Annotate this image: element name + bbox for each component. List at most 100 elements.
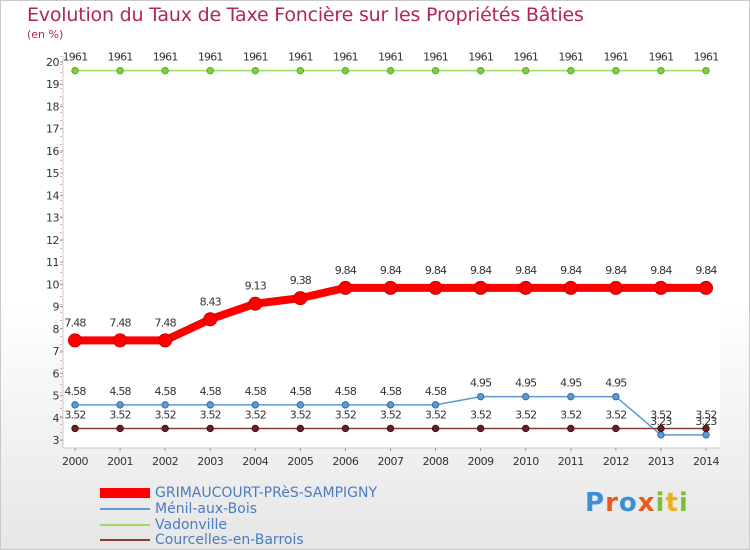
data-point-grimaucourt bbox=[563, 280, 578, 295]
data-point-courcelles-en-barrois bbox=[476, 424, 485, 433]
data-label-vadonville: 1961 bbox=[423, 51, 448, 64]
data-point-vadonville bbox=[161, 66, 169, 75]
plot-area bbox=[63, 56, 720, 448]
data-label-courcelles-en-barrois: 3.52 bbox=[470, 408, 491, 421]
data-point-courcelles-en-barrois bbox=[251, 424, 259, 433]
data-point-menil-aux-bois bbox=[71, 401, 79, 409]
data-point-vadonville bbox=[612, 66, 620, 75]
data-point-courcelles-en-barrois bbox=[567, 424, 575, 433]
data-point-vadonville bbox=[657, 66, 665, 75]
data-point-menil-aux-bois bbox=[251, 401, 259, 409]
data-label-grimaucourt: 9.84 bbox=[515, 264, 537, 277]
y-tick-label: 13 bbox=[46, 212, 59, 225]
data-label-vadonville: 1961 bbox=[603, 51, 628, 64]
legend-swatch bbox=[100, 524, 150, 526]
data-label-courcelles-en-barrois: 3.52 bbox=[290, 408, 311, 421]
data-label-menil-aux-bois: 4.95 bbox=[560, 377, 582, 390]
data-label-menil-aux-bois: 4.58 bbox=[380, 385, 402, 398]
data-point-courcelles-en-barrois bbox=[657, 424, 665, 433]
legend-swatch bbox=[100, 508, 150, 510]
data-point-courcelles-en-barrois bbox=[116, 424, 124, 433]
data-point-vadonville bbox=[702, 66, 710, 75]
y-tick-label: 6 bbox=[53, 367, 60, 380]
legend-swatch bbox=[100, 539, 150, 541]
legend-item-vadonville[interactable]: Vadonville bbox=[100, 517, 430, 533]
data-point-courcelles-en-barrois bbox=[161, 424, 169, 433]
data-label-grimaucourt: 9.84 bbox=[605, 264, 627, 277]
data-label-vadonville: 1961 bbox=[108, 51, 133, 64]
data-point-vadonville bbox=[296, 66, 305, 75]
logo-letter: x bbox=[637, 488, 656, 518]
legend-item-grimaucourt[interactable]: GRIMAUCOURT-PRèS-SAMPIGNY bbox=[100, 485, 430, 501]
data-point-grimaucourt bbox=[428, 280, 443, 295]
data-label-grimaucourt: 9.38 bbox=[290, 274, 312, 287]
legend-item-courcelles-en-barrois[interactable]: Courcelles-en-Barrois bbox=[100, 532, 430, 548]
data-label-courcelles-en-barrois: 3.52 bbox=[109, 408, 130, 421]
data-label-grimaucourt: 7.48 bbox=[64, 316, 86, 329]
data-point-grimaucourt bbox=[248, 296, 263, 311]
x-tick-label: 2007 bbox=[378, 455, 404, 468]
data-label-grimaucourt: 7.48 bbox=[109, 316, 131, 329]
y-tick-label: 15 bbox=[46, 167, 59, 180]
chart-title: Evolution du Taux de Taxe Foncière sur l… bbox=[27, 4, 584, 26]
data-label-courcelles-en-barrois: 3.52 bbox=[64, 408, 85, 421]
data-point-vadonville bbox=[116, 66, 124, 75]
data-point-grimaucourt bbox=[473, 280, 488, 295]
x-tick-label: 2006 bbox=[332, 455, 358, 468]
data-point-grimaucourt bbox=[518, 280, 533, 295]
data-point-menil-aux-bois bbox=[702, 431, 710, 439]
data-label-courcelles-en-barrois: 3.52 bbox=[560, 408, 581, 421]
data-point-menil-aux-bois bbox=[567, 392, 575, 401]
y-tick-label: 14 bbox=[46, 189, 59, 202]
data-label-grimaucourt: 9.84 bbox=[335, 264, 357, 277]
data-label-vadonville: 1961 bbox=[378, 51, 403, 64]
logo-letter: P bbox=[585, 488, 606, 518]
data-label-vadonville: 1961 bbox=[513, 51, 538, 64]
y-tick-label: 19 bbox=[46, 78, 59, 91]
x-tick-label: 2005 bbox=[287, 455, 313, 468]
y-tick-label: 8 bbox=[53, 323, 60, 336]
data-label-vadonville: 1961 bbox=[153, 51, 178, 64]
data-point-vadonville bbox=[71, 66, 79, 75]
data-point-vadonville bbox=[341, 66, 350, 75]
legend-label: Ménil-aux-Bois bbox=[155, 501, 258, 517]
data-point-menil-aux-bois bbox=[522, 392, 530, 401]
y-tick-label: 4 bbox=[53, 412, 60, 425]
data-label-menil-aux-bois: 3.23 bbox=[650, 415, 672, 428]
data-point-courcelles-en-barrois bbox=[702, 424, 710, 433]
y-tick-label: 5 bbox=[53, 390, 60, 403]
legend-swatch bbox=[100, 488, 150, 498]
data-point-courcelles-en-barrois bbox=[431, 424, 440, 433]
x-tick-label: 2003 bbox=[197, 455, 223, 468]
data-point-courcelles-en-barrois bbox=[296, 424, 305, 433]
legend-label: Vadonville bbox=[155, 517, 227, 533]
data-label-menil-aux-bois: 3.23 bbox=[695, 415, 717, 428]
data-point-courcelles-en-barrois bbox=[206, 424, 214, 433]
y-tick-label: 20 bbox=[46, 56, 59, 69]
data-point-grimaucourt bbox=[203, 312, 218, 327]
x-tick-label: 2008 bbox=[423, 455, 449, 468]
data-point-courcelles-en-barrois bbox=[612, 424, 620, 433]
data-label-vadonville: 1961 bbox=[649, 51, 674, 64]
data-label-courcelles-en-barrois: 3.52 bbox=[515, 408, 536, 421]
logo-letter: r bbox=[605, 488, 619, 518]
logo-letter: t bbox=[665, 488, 679, 518]
x-tick-label: 2009 bbox=[468, 455, 494, 468]
data-label-grimaucourt: 9.84 bbox=[470, 264, 492, 277]
data-label-grimaucourt: 9.13 bbox=[245, 280, 267, 293]
data-label-vadonville: 1961 bbox=[288, 51, 313, 64]
data-point-vadonville bbox=[567, 66, 575, 75]
x-tick-label: 2011 bbox=[558, 455, 584, 468]
x-tick-label: 2000 bbox=[62, 455, 88, 468]
y-tick-label: 16 bbox=[46, 145, 59, 158]
data-point-grimaucourt bbox=[699, 280, 713, 295]
data-point-menil-aux-bois bbox=[341, 401, 350, 409]
data-label-vadonville: 1961 bbox=[558, 51, 583, 64]
legend-item-menil-aux-bois[interactable]: Ménil-aux-Bois bbox=[100, 501, 430, 517]
data-point-menil-aux-bois bbox=[657, 431, 665, 439]
logo-letter: i bbox=[655, 488, 666, 518]
data-point-courcelles-en-barrois bbox=[341, 424, 350, 433]
data-label-courcelles-en-barrois: 3.52 bbox=[380, 408, 401, 421]
data-point-grimaucourt bbox=[383, 280, 398, 295]
data-point-menil-aux-bois bbox=[161, 401, 169, 409]
